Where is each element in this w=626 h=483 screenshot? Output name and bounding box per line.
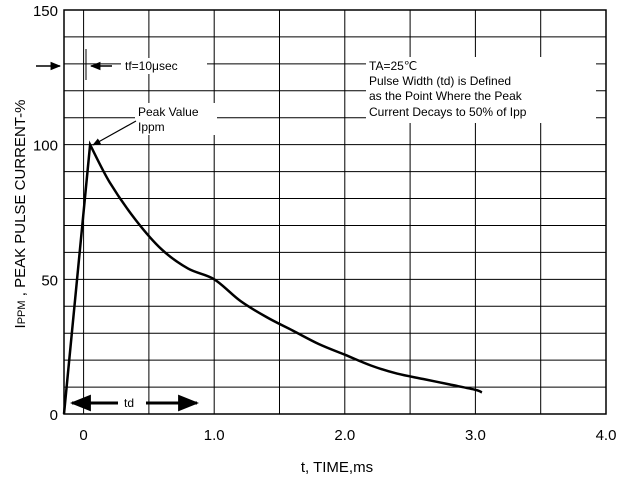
x-tick-labels: 0 1.0 2.0 3.0 4.0 xyxy=(79,427,616,444)
td-label-bg xyxy=(120,395,142,411)
pulse-curve xyxy=(62,140,483,415)
conditions-line4: Current Decays to 50% of Ipp xyxy=(369,105,527,119)
x-tick-label: 2.0 xyxy=(334,427,355,444)
x-tick-label: 4.0 xyxy=(596,427,617,444)
conditions-line2: Pulse Width (td) is Defined xyxy=(369,74,511,88)
tf-label-bg xyxy=(121,58,207,74)
y-tick-label: 50 xyxy=(41,272,58,289)
y-tick-label: 150 xyxy=(33,3,58,20)
peak-label-line1: Peak Value xyxy=(138,105,199,119)
peak-label-bg xyxy=(135,103,217,135)
x-tick-label: 0 xyxy=(79,427,87,444)
x-tick-label: 3.0 xyxy=(465,427,486,444)
peak-arrow xyxy=(92,120,137,146)
x-axis-label: t, TIME,ms xyxy=(301,459,373,476)
y-tick-labels: 0 50 100 150 xyxy=(33,3,58,424)
y-tick-label: 100 xyxy=(33,138,58,155)
plot-frame xyxy=(63,9,607,415)
conditions-line1: TA=25℃ xyxy=(369,59,417,73)
peak-label-line2: Ippm xyxy=(138,120,165,134)
conditions-line3: as the Point Where the Peak xyxy=(369,89,523,103)
conditions-box-bg xyxy=(366,57,596,123)
y-axis-label-rest: , PEAK PULSE CURRENT-% xyxy=(12,100,29,301)
x-tick-label: 1.0 xyxy=(204,427,225,444)
y-axis-label-sub: PPM xyxy=(16,300,28,324)
td-label: td xyxy=(124,396,134,410)
y-tick-label: 0 xyxy=(50,407,58,424)
y-axis-label: IPPM , PEAK PULSE CURRENT-% xyxy=(12,100,29,329)
y-axis-label-prefix: I xyxy=(12,324,29,328)
tf-label: tf=10μsec xyxy=(125,59,178,73)
